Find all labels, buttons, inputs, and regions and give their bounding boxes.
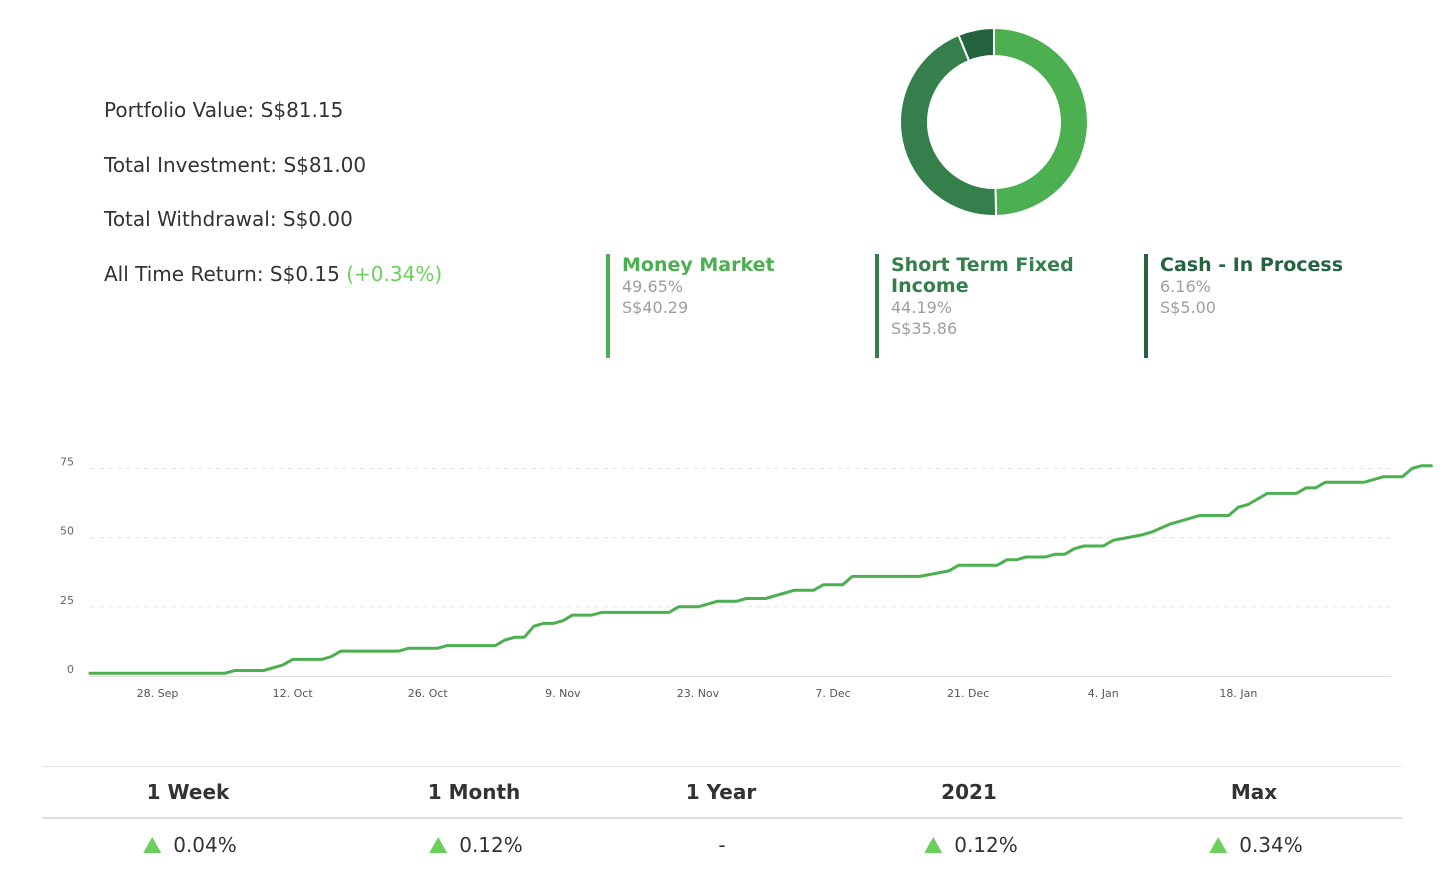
legend-money-market: Money Market 49.65% S$40.29 [606,254,846,358]
portfolio-summary: Portfolio Value: S$81.15 Total Investmen… [104,92,442,310]
x-tick-label: 18. Jan [1219,687,1257,700]
portfolio-value-series-line [88,464,1433,675]
period-header: 1 Week [146,780,230,804]
legend-value: S$35.86 [891,319,958,338]
allocation-donut-chart [899,26,1089,218]
period-return: 0.12% [924,819,1018,871]
period-return: - [718,819,725,871]
x-tick-label: 26. Oct [408,687,449,700]
returns-header-row: 1 Week 1 Month 1 Year 2021 Max [42,766,1402,819]
x-tick-label: 7. Dec [815,687,850,700]
portfolio-value-row: Portfolio Value: S$81.15 [104,92,442,147]
legend-name: Cash - In Process [1160,254,1344,276]
y-tick-label: 50 [60,525,74,538]
x-tick-label: 21. Dec [947,687,989,700]
legend-percent: 49.65% [622,277,684,296]
all-time-return-label: All Time Return: [104,261,270,286]
donut-slice [993,26,1089,218]
returns-value-row: 0.04% 0.12% - 0.12% 0.34% [42,819,1402,871]
all-time-return-percent: (+0.34%) [346,261,443,286]
x-tick-label: 4. Jan [1088,687,1119,700]
up-arrow-icon [143,837,162,853]
total-investment-value: S$81.00 [283,152,367,177]
total-withdrawal-row: Total Withdrawal: S$0.00 [104,201,442,256]
legend-percent: 6.16% [1160,277,1211,296]
donut-slice [957,26,995,63]
total-withdrawal-label: Total Withdrawal: [104,207,283,231]
period-return: 0.34% [1209,819,1303,871]
period-return-value: - [718,833,726,857]
legend-name: Money Market [622,254,775,276]
period-header: 2021 [941,780,997,804]
period-return-value: 0.12% [459,833,523,857]
total-withdrawal-value: S$0.00 [282,207,353,231]
period-return: 0.04% [143,819,237,871]
portfolio-value-label: Portfolio Value: [104,98,261,122]
period-header: 1 Month [427,780,521,804]
x-tick-label: 9. Nov [545,687,581,700]
portfolio-value: S$81.15 [260,98,344,122]
total-investment-label: Total Investment: [104,152,284,177]
x-tick-label: 23. Nov [677,687,720,700]
legend-value: S$5.00 [1160,298,1216,317]
donut-slice [899,33,998,217]
y-tick-label: 0 [67,663,74,676]
legend-percent: 44.19% [891,298,953,317]
period-return: 0.12% [429,819,523,871]
y-tick-label: 75 [60,456,74,469]
all-time-return-row: All Time Return: S$0.15 (+0.34%) [104,256,442,311]
x-tick-label: 28. Sep [137,687,179,700]
x-tick-label: 12. Oct [273,687,314,700]
period-return-value: 0.34% [1239,833,1303,857]
legend-name: Short Term Fixed Income [891,254,1074,297]
returns-table: 1 Week 1 Month 1 Year 2021 Max 0.04% 0.1… [42,766,1402,871]
legend-cash-in-process: Cash - In Process 6.16% S$5.00 [1144,254,1384,358]
period-header: Max [1230,780,1278,804]
total-investment-row: Total Investment: S$81.00 [104,147,442,202]
legend-short-term-fixed-income: Short Term Fixed Income 44.19% S$35.86 [875,254,1115,358]
all-time-return-value: S$0.15 [269,261,340,286]
up-arrow-icon [1209,837,1228,853]
period-return-value: 0.04% [173,833,237,857]
y-tick-label: 25 [60,594,74,607]
period-header: 1 Year [685,780,757,804]
legend-value: S$40.29 [622,298,689,317]
portfolio-value-line-chart: 0 25 50 75 28. Sep 12. Oct 26. Oct 9. Nov 23. No… [60,456,1433,700]
period-return-value: 0.12% [954,833,1018,857]
up-arrow-icon [429,837,448,853]
up-arrow-icon [924,837,943,853]
